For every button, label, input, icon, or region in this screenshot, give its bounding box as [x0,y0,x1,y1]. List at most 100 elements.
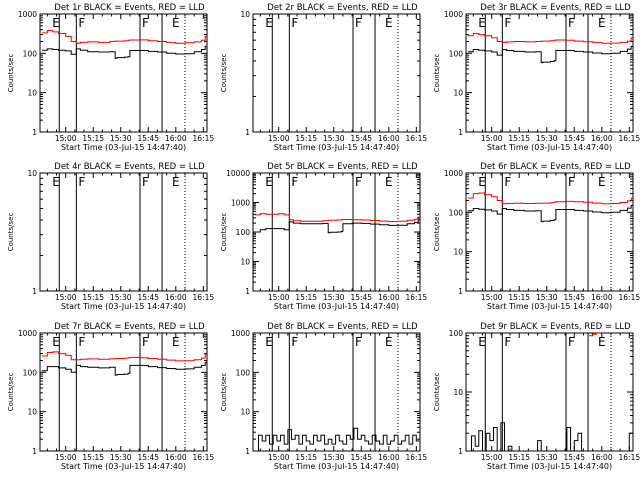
x-tick-label: 15:15 [295,134,317,143]
y-tick-label: 1000 [444,169,463,178]
panel-det-3r: Det 3r BLACK = Events, RED = LLD Counts/s… [433,3,640,152]
panel-title: Det 9r BLACK = Events, RED = LLD [480,322,631,332]
panel-det-7r: Det 7r BLACK = Events, RED = LLD Counts/s… [7,322,214,471]
interval-marker-label: E [265,175,273,189]
y-axis-label: Counts/sec [220,213,228,252]
x-tick-label: 15:00 [55,293,77,302]
x-tick-label: 16:15 [619,134,640,143]
series-line-black [467,204,633,223]
y-tick-label: 1000 [18,329,37,338]
series-line-red [467,192,633,205]
x-tick-label: 15:30 [323,293,345,302]
y-tick-label: 1 [458,287,463,296]
y-tick-label: 100 [23,49,38,58]
y-tick-label: 1 [458,128,463,137]
panel-det-2r: Det 2r BLACK = Events, RED = LLD Counts/s… [220,3,427,152]
plot-frame [39,332,208,452]
series-line-red [467,33,633,44]
x-tick-label: 16:15 [193,293,215,302]
x-tick-label: 15:15 [508,453,530,462]
x-tick-label: 15:30 [536,293,558,302]
x-tick-label: 16:00 [378,453,400,462]
interval-marker-label: F [355,335,362,349]
y-tick-label: 1 [32,128,37,137]
x-tick-label: 15:15 [295,293,317,302]
y-tick-label: 100 [23,368,38,377]
interval-marker-label: F [355,175,362,189]
plot-frame [465,172,634,292]
x-tick-label: 15:30 [323,453,345,462]
x-tick-label: 15:00 [481,453,503,462]
interval-marker-label: E [385,175,393,189]
x-axis-label: Start Time (03-Jul-15 14:47:40) [274,302,399,311]
y-tick-label: 1 [32,447,37,456]
panel-title: Det 7r BLACK = Events, RED = LLD [54,322,205,332]
interval-marker-label: F [78,335,85,349]
panel-title: Det 1r BLACK = Events, RED = LLD [54,3,205,13]
y-axis-label: Counts/sec [433,54,441,93]
x-tick-label: 16:00 [165,293,187,302]
plot-frame [39,13,208,133]
interval-marker-label: E [172,16,180,30]
x-tick-label: 15:00 [268,134,290,143]
x-axis-label: Start Time (03-Jul-15 14:47:40) [274,143,399,152]
interval-marker-label: F [142,175,149,189]
x-tick-label: 16:00 [591,134,613,143]
panel-det-8r: Det 8r BLACK = Events, RED = LLD Counts/s… [220,322,427,471]
y-axis-label: Counts/sec [7,373,15,412]
panel-title: Det 4r BLACK = Events, RED = LLD [54,162,205,172]
interval-marker-label: E [385,16,393,30]
interval-marker-label: F [142,16,149,30]
series-line-red [254,213,420,223]
x-tick-label: 16:15 [406,134,428,143]
interval-marker-label: E [598,16,606,30]
interval-marker-label: E [172,175,180,189]
series-line-black [41,45,207,59]
interval-marker-label: F [568,16,575,30]
panel-det-1r: Det 1r BLACK = Events, RED = LLD Counts/s… [7,3,214,152]
x-tick-label: 15:30 [110,453,132,462]
x-tick-label: 16:15 [619,293,640,302]
interval-marker-label: E [265,16,273,30]
x-axis-label: Start Time (03-Jul-15 14:47:40) [487,302,612,311]
x-axis-label: Start Time (03-Jul-15 14:47:40) [61,143,186,152]
y-tick-label: 10 [240,258,250,267]
x-tick-label: 15:15 [508,293,530,302]
interval-marker-label: F [504,16,511,30]
interval-marker-label: E [598,175,606,189]
x-tick-label: 15:00 [55,453,77,462]
x-tick-label: 16:15 [193,134,215,143]
y-tick-label: 100 [236,368,251,377]
series-line-black [254,219,420,234]
interval-marker-label: F [504,335,511,349]
y-tick-label: 10 [27,89,37,98]
series-line-black [467,45,633,64]
x-tick-label: 16:15 [619,453,640,462]
interval-marker-label: E [478,335,486,349]
x-tick-label: 15:00 [55,134,77,143]
panel-title: Det 2r BLACK = Events, RED = LLD [267,3,418,13]
interval-marker-label: F [78,16,85,30]
y-tick-label: 100 [236,228,251,237]
y-tick-label: 10 [240,408,250,417]
x-tick-label: 15:15 [82,453,104,462]
x-tick-label: 15:45 [563,134,585,143]
interval-marker-label: F [291,175,298,189]
panel-det-4r: Det 4r BLACK = Events, RED = LLD Counts/s… [7,162,214,311]
plot-frame [252,332,421,452]
panel-title: Det 8r BLACK = Events, RED = LLD [267,322,418,332]
x-axis-label: Start Time (03-Jul-15 14:47:40) [274,462,399,471]
interval-marker-label: E [52,16,60,30]
x-axis-label: Start Time (03-Jul-15 14:47:40) [61,462,186,471]
y-tick-label: 10 [453,388,463,397]
x-tick-label: 15:30 [323,134,345,143]
y-axis-label: Counts/sec [220,373,228,412]
x-tick-label: 15:45 [350,453,372,462]
y-tick-label: 1 [245,447,250,456]
series-line-black [41,361,207,376]
interval-marker-label: F [568,175,575,189]
interval-marker-label: E [478,16,486,30]
plot-frame [252,13,421,133]
